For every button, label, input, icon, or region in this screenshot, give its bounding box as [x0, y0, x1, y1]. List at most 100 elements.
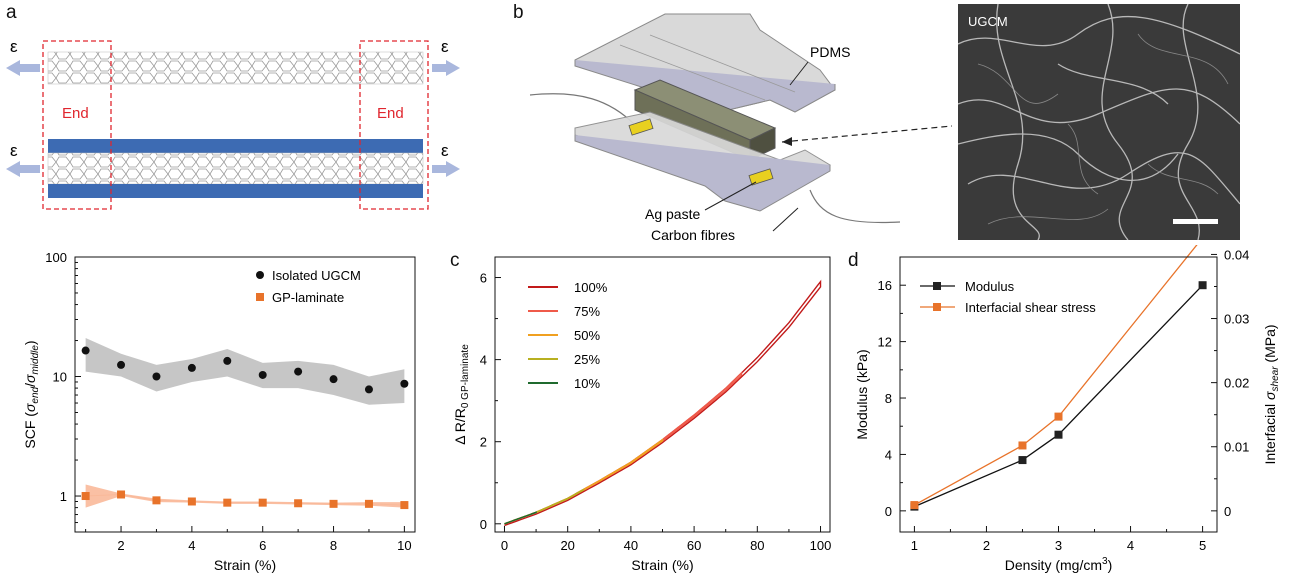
x-tick-label: 6 [259, 538, 266, 553]
modulus-point [1054, 430, 1063, 439]
ugcm-point [400, 379, 409, 388]
resistance-chart: 0 20 40 60 80 100 0 2 4 6 Strain (%) Δ R/R0 GP-lami… [452, 256, 832, 573]
shear-line [914, 245, 1198, 506]
y-tick-label: 10 [53, 370, 67, 385]
zoom-arrow [781, 125, 953, 143]
ag-paste-pointer [704, 181, 757, 211]
y-tick-label: 4 [885, 447, 892, 462]
scale-bar [1173, 219, 1218, 224]
laminate-line [85, 493, 405, 506]
x-tick-label: 60 [687, 538, 701, 553]
x-tick-label: 2 [117, 538, 124, 553]
laminate-point [152, 496, 161, 505]
ugcm-point [294, 367, 303, 376]
x-tick-label: 100 [810, 538, 832, 553]
y-tick-label: 6 [480, 271, 487, 286]
ugcm-band [85, 338, 405, 405]
series-line-75pct [504, 371, 743, 525]
micrograph-texture: UGCM [958, 4, 1240, 240]
x-tick-label: 20 [560, 538, 574, 553]
modulus-point [1018, 456, 1027, 465]
ugcm-point [329, 375, 338, 384]
x-tick-label: 40 [624, 538, 638, 553]
y-tick-label: 4 [480, 353, 487, 368]
laminate-point [364, 499, 373, 508]
laminate-point [329, 499, 338, 508]
panel-label-d: d [848, 250, 859, 271]
left-end-box [42, 40, 112, 210]
laminate-point [400, 501, 409, 510]
y-axis-label: Modulus (kPa) [854, 349, 870, 439]
laminate-band [85, 484, 405, 508]
carbon-fibres-label: Carbon fibres [651, 227, 735, 243]
ag-paste-right [748, 168, 774, 186]
legend-label: 10% [574, 376, 600, 391]
y-tick-label: 100 [45, 250, 67, 265]
plot-frame [494, 256, 831, 533]
ugcm-point [117, 360, 126, 369]
ugcm-micrograph: UGCM [958, 4, 1240, 240]
x-tick-label: 4 [1127, 538, 1134, 553]
laminate-point [223, 498, 232, 507]
laminate-point [117, 490, 126, 499]
top-graphene-layer [48, 139, 423, 153]
panel-label-b: b [513, 2, 524, 23]
y2-tick-label: 0.01 [1224, 440, 1249, 455]
y-axis-label: SCF (σend/σmiddle) [22, 340, 41, 448]
micrograph-label: UGCM [968, 14, 1008, 29]
epsilon-left-bottom: ε [10, 141, 18, 160]
carbon-fibres-pointer [772, 207, 799, 232]
x-tick-label: 2 [983, 538, 990, 553]
left-end-label: End [62, 105, 89, 122]
shear-point [1054, 412, 1063, 421]
legend-marker-ugcm [256, 271, 264, 279]
carbon-fibre-right [809, 189, 901, 224]
modulus-line [914, 284, 1204, 508]
x-tick-label: 3 [1055, 538, 1062, 553]
legend-label-ugcm: Isolated UGCM [272, 268, 361, 283]
x-tick-label: 5 [1199, 538, 1206, 553]
x-tick-label: 1 [911, 538, 918, 553]
legend-marker-shear [933, 303, 941, 311]
series-line-25pct [504, 488, 585, 525]
y-tick-label: 1 [60, 489, 67, 504]
y-axis-label: Δ R/R0 GP-laminate [452, 344, 471, 445]
legend-label: 50% [574, 328, 600, 343]
legend-marker-laminate [256, 293, 264, 301]
shear-point [910, 501, 919, 510]
laminate-point [258, 498, 267, 507]
ugcm-point [152, 372, 161, 381]
panel-label-a: a [6, 2, 17, 23]
ugcm-point [223, 356, 232, 365]
series-line-50pct [504, 438, 664, 525]
legend-label-shear: Interfacial shear stress [965, 300, 1096, 315]
y-tick-label: 16 [878, 278, 892, 293]
series-line-100pct [504, 279, 822, 527]
y-tick-label: 0 [480, 517, 487, 532]
right-end-label: End [377, 105, 404, 122]
legend-label-modulus: Modulus [965, 279, 1015, 294]
x-tick-label: 10 [397, 538, 411, 553]
arrow-left-top [6, 60, 40, 76]
legend-label: 75% [574, 304, 600, 319]
strain-arrows [6, 60, 460, 177]
ag-paste-label: Ag paste [645, 206, 700, 222]
shear-point [1018, 441, 1027, 450]
right-end-box [359, 40, 429, 210]
pdms-label: PDMS [810, 44, 850, 60]
y2-axis-label: Interfacial σshear (MPa) [1262, 324, 1281, 464]
y2-tick-label: 0.04 [1224, 247, 1249, 262]
ugcm-point [81, 346, 90, 355]
legend-marker-modulus [933, 282, 941, 290]
series-line-10pct [504, 511, 537, 525]
legend-label: 100% [574, 280, 608, 295]
epsilon-left-top: ε [10, 37, 18, 56]
y2-tick-label: 0.03 [1224, 312, 1249, 327]
x-tick-label: 8 [330, 538, 337, 553]
ugcm-point [187, 363, 196, 372]
y-tick-label: 12 [878, 335, 892, 350]
laminate-point [294, 499, 303, 508]
legend-label-laminate: GP-laminate [272, 290, 344, 305]
x-axis-label: Strain (%) [631, 557, 693, 573]
